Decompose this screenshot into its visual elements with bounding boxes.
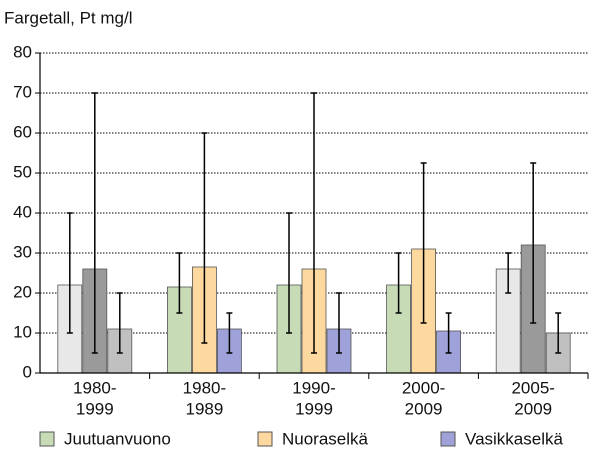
- y-axis-label: Fargetall, Pt mg/l: [4, 8, 133, 27]
- y-tick-label: 60: [13, 122, 32, 141]
- y-tick-label: 80: [13, 42, 32, 61]
- y-tick-label: 20: [13, 282, 32, 301]
- y-tick-label: 70: [13, 82, 32, 101]
- y-tick-label: 40: [13, 202, 32, 221]
- y-tick-label: 50: [13, 162, 32, 181]
- x-tick-label: 1999: [76, 399, 114, 418]
- x-tick-label: 1989: [185, 399, 223, 418]
- x-tick-label: 1980-: [183, 378, 226, 397]
- legend-label: Nuoraselkä: [282, 429, 369, 448]
- x-tick-label: 2000-: [402, 378, 445, 397]
- legend-swatch: [440, 431, 456, 447]
- legend-swatch: [257, 431, 273, 447]
- x-tick-label: 2009: [514, 399, 552, 418]
- y-tick-label: 10: [13, 322, 32, 341]
- x-tick-label: 2005-: [511, 378, 554, 397]
- y-tick-label: 30: [13, 242, 32, 261]
- x-tick-label: 1980-: [73, 378, 116, 397]
- legend-label: Juutuanvuono: [64, 429, 171, 448]
- x-tick-label: 2009: [405, 399, 443, 418]
- x-tick-label: 1999: [295, 399, 333, 418]
- legend-swatch: [39, 431, 55, 447]
- x-tick-label: 1990-: [292, 378, 335, 397]
- legend-label: Vasikkaselkä: [465, 429, 563, 448]
- y-tick-label: 0: [23, 362, 32, 381]
